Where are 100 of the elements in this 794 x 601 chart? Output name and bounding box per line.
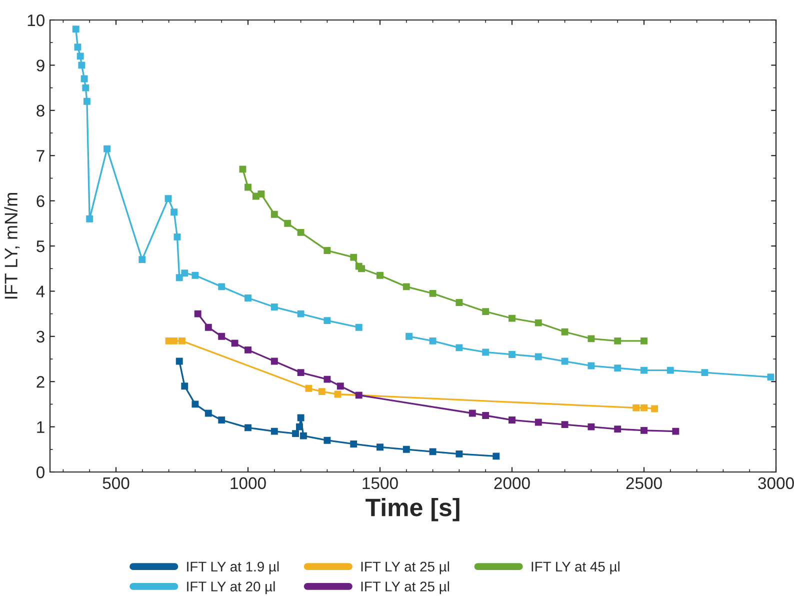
point [305, 384, 312, 392]
point [270, 428, 278, 435]
point [270, 358, 278, 365]
point [164, 195, 172, 202]
point [258, 190, 265, 198]
point [402, 283, 410, 290]
point [178, 337, 186, 344]
point [324, 247, 331, 254]
point [204, 324, 212, 331]
point [508, 314, 516, 322]
point [429, 337, 436, 344]
y-tick-label: 10 [28, 14, 44, 26]
point [239, 166, 246, 173]
point [666, 366, 674, 374]
point [492, 452, 500, 460]
point [297, 310, 304, 318]
x-tick-label: 500 [102, 477, 130, 490]
point [701, 369, 708, 376]
point [651, 405, 658, 412]
point [72, 26, 80, 33]
point [194, 310, 202, 318]
point [181, 382, 188, 390]
x-tick-label: 3000 [758, 477, 794, 490]
point [218, 332, 226, 340]
point [270, 304, 278, 310]
legend-label: IFT LY at 45 µl [532, 561, 620, 574]
point [640, 404, 648, 412]
legend-label: IFT LY at 25 µl [361, 561, 450, 574]
point [358, 265, 365, 272]
point [300, 432, 307, 440]
y-tick-label: 4 [36, 286, 45, 298]
point [297, 369, 304, 376]
point [138, 256, 146, 264]
point [534, 418, 542, 426]
point [324, 317, 331, 324]
point [270, 210, 278, 218]
point [406, 332, 413, 340]
point [244, 346, 252, 354]
point [632, 404, 640, 412]
point [561, 358, 568, 365]
point [296, 423, 303, 430]
point [482, 348, 490, 356]
point [104, 145, 110, 152]
point [334, 390, 342, 398]
point [318, 388, 326, 396]
point [176, 358, 183, 365]
point [297, 228, 304, 236]
point [218, 283, 226, 290]
point [588, 335, 595, 342]
point [508, 416, 516, 424]
point [76, 52, 84, 60]
point [192, 400, 199, 408]
point [614, 426, 622, 433]
point [508, 351, 516, 358]
y-tick-label: 6 [36, 195, 44, 208]
point [192, 272, 199, 279]
point [324, 436, 331, 444]
point [456, 299, 463, 306]
legend-label: IFT LY at 20 µl [187, 581, 275, 594]
y-tick-label: 9 [36, 60, 44, 72]
legend-label: IFT LY at 25 µl [361, 581, 450, 594]
point [456, 344, 463, 352]
point [231, 340, 238, 347]
x-tick-label: 2500 [626, 477, 662, 490]
point [561, 328, 568, 336]
point [355, 392, 362, 399]
point [561, 421, 568, 428]
point [174, 233, 181, 240]
point [456, 450, 463, 458]
y-tick-label: 5 [36, 240, 44, 252]
y-tick-label: 8 [36, 104, 44, 117]
point [78, 62, 86, 69]
point [244, 184, 252, 191]
legend-label: IFT LY at 1.9 µl [187, 561, 279, 574]
point [376, 272, 384, 279]
x-tick-label: 2000 [494, 477, 530, 490]
y-tick-label: 7 [36, 150, 44, 162]
point [640, 366, 648, 374]
point [767, 374, 774, 381]
point [297, 414, 304, 422]
point [244, 424, 252, 432]
point [672, 428, 680, 435]
point [350, 254, 358, 261]
point [402, 446, 410, 453]
point [86, 215, 94, 222]
point [170, 208, 178, 216]
point [292, 430, 299, 438]
point [83, 98, 90, 105]
y-axis-title: IFT LY, mN/m [4, 193, 20, 299]
x-tick-label: 1500 [362, 477, 398, 490]
point [588, 362, 595, 370]
point [482, 308, 490, 316]
x-tick-label: 1000 [230, 477, 266, 490]
point [640, 426, 648, 434]
point [429, 448, 436, 456]
point [534, 319, 542, 326]
point [350, 440, 358, 448]
point [204, 410, 212, 417]
point [429, 290, 436, 297]
point [244, 294, 252, 302]
